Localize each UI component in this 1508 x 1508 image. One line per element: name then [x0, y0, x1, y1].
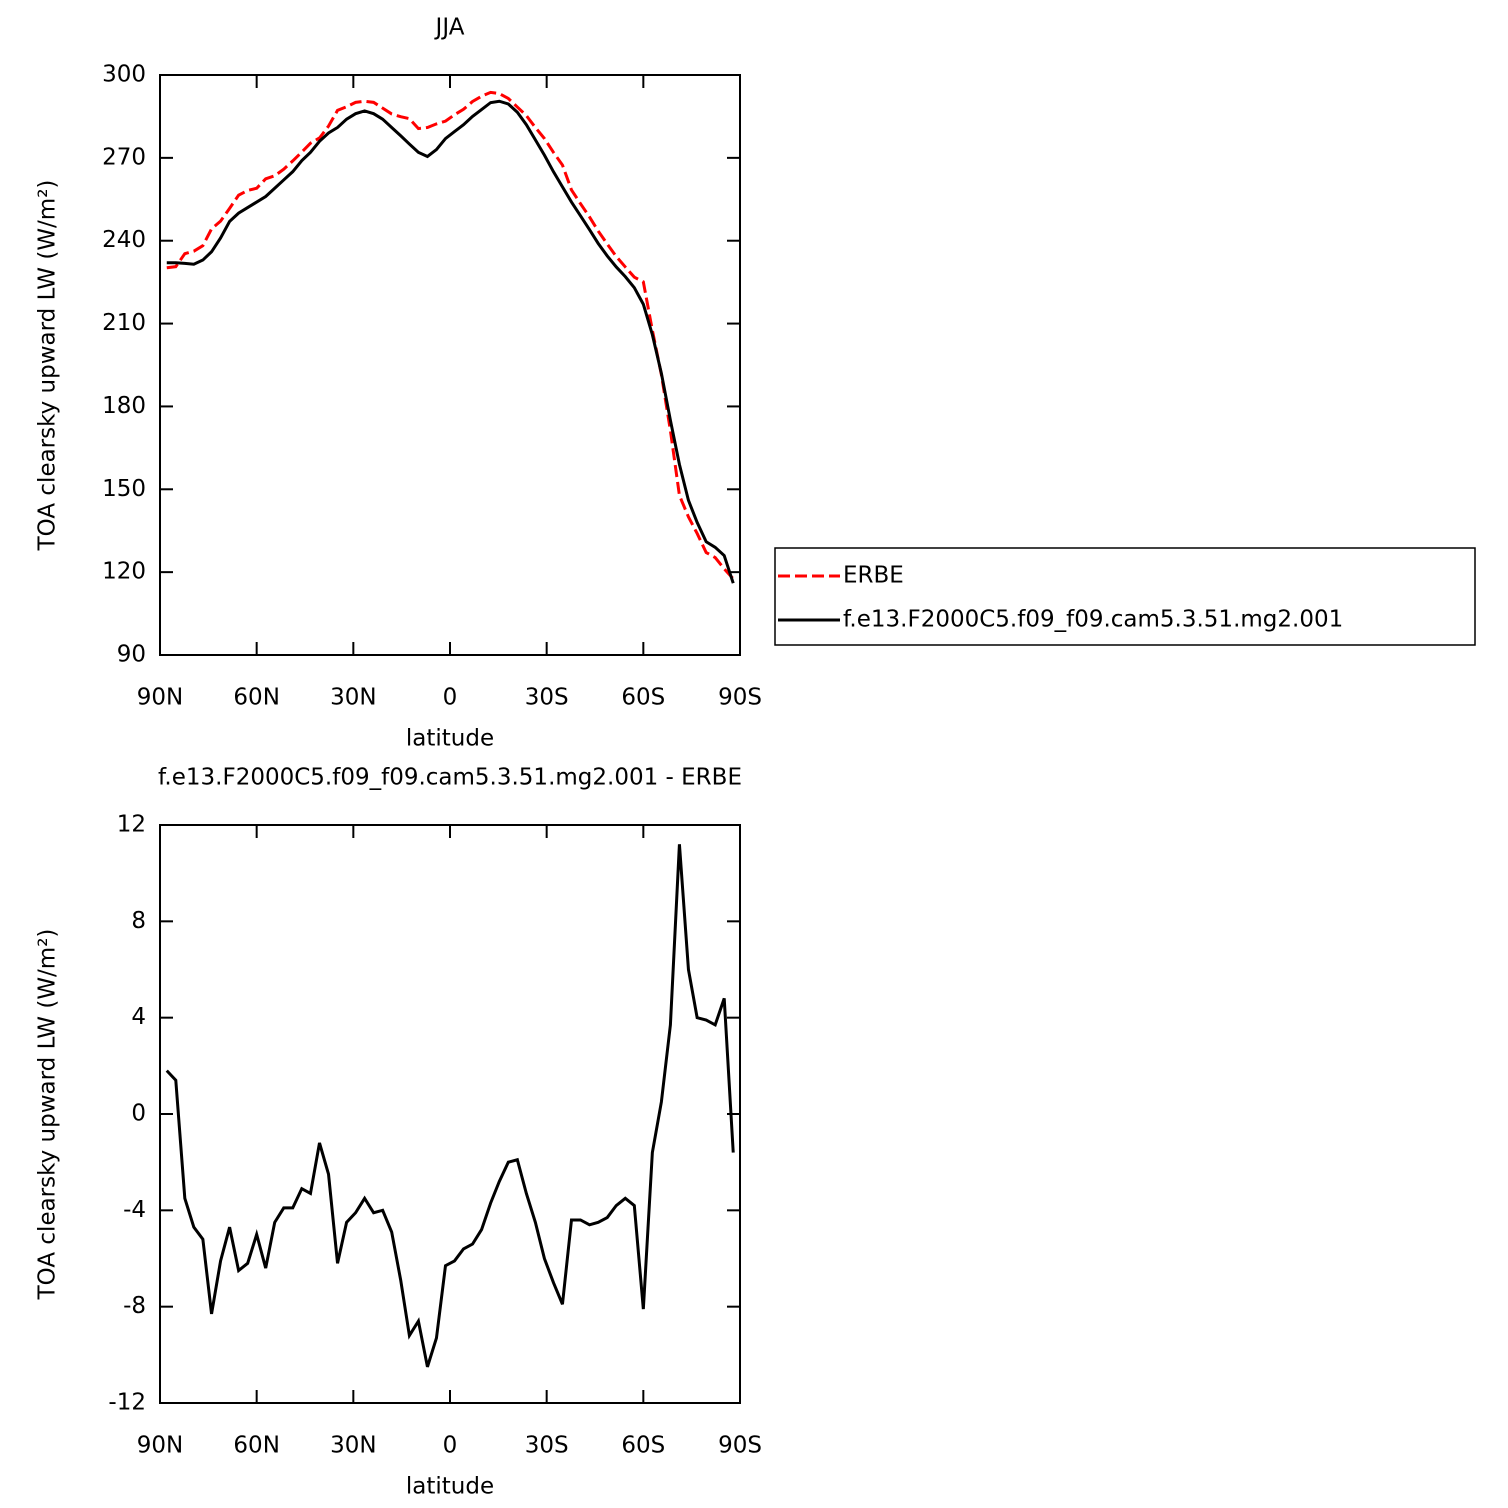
x-tick-label: 30N — [330, 685, 376, 711]
y-tick-label: 90 — [117, 642, 146, 668]
y-tick-label: 12 — [117, 812, 146, 838]
x-tick-label: 30N — [330, 1433, 376, 1459]
x-tick-label: 30S — [525, 685, 569, 711]
data-line — [166, 90, 735, 580]
y-axis-label: TOA clearsky upward LW (W/m²) — [35, 180, 61, 552]
y-tick-label: 0 — [131, 1101, 146, 1127]
x-tick-label: 90N — [137, 1433, 183, 1459]
plot-frame — [159, 824, 741, 1404]
chart-title: JJA — [434, 15, 465, 41]
y-tick-label: 8 — [131, 908, 146, 934]
chart-title: f.e13.F2000C5.f09_f09.cam5.3.51.mg2.001 … — [158, 765, 742, 791]
legend-label: ERBE — [843, 563, 904, 589]
x-tick-label: 0 — [443, 1433, 458, 1459]
y-tick-label: 210 — [102, 310, 146, 336]
legend-label: f.e13.F2000C5.f09_f09.cam5.3.51.mg2.001 — [843, 607, 1343, 633]
y-tick-label: -4 — [123, 1197, 146, 1223]
x-axis-label: latitude — [406, 726, 494, 752]
y-tick-label: 150 — [102, 476, 146, 502]
data-line — [165, 844, 735, 1368]
plot-frame — [159, 74, 741, 656]
data-line — [166, 99, 735, 584]
y-tick-label: 180 — [102, 393, 146, 419]
x-axis-label: latitude — [406, 1474, 494, 1500]
y-tick-label: 120 — [102, 559, 146, 585]
x-tick-label: 90S — [718, 1433, 762, 1459]
y-tick-label: -12 — [108, 1390, 146, 1416]
y-axis-label: TOA clearsky upward LW (W/m²) — [35, 929, 61, 1301]
x-tick-label: 60N — [233, 685, 279, 711]
y-tick-label: -8 — [123, 1293, 146, 1319]
y-tick-label: 240 — [102, 227, 146, 253]
y-tick-label: 270 — [102, 144, 146, 170]
y-tick-label: 4 — [131, 1004, 146, 1030]
x-tick-label: 0 — [443, 685, 458, 711]
x-tick-label: 60S — [621, 685, 665, 711]
x-tick-label: 60S — [621, 1433, 665, 1459]
x-tick-label: 90N — [137, 685, 183, 711]
x-tick-label: 90S — [718, 685, 762, 711]
x-tick-label: 60N — [233, 1433, 279, 1459]
y-tick-label: 300 — [102, 62, 146, 88]
legend-box — [774, 547, 1476, 646]
x-tick-label: 30S — [525, 1433, 569, 1459]
